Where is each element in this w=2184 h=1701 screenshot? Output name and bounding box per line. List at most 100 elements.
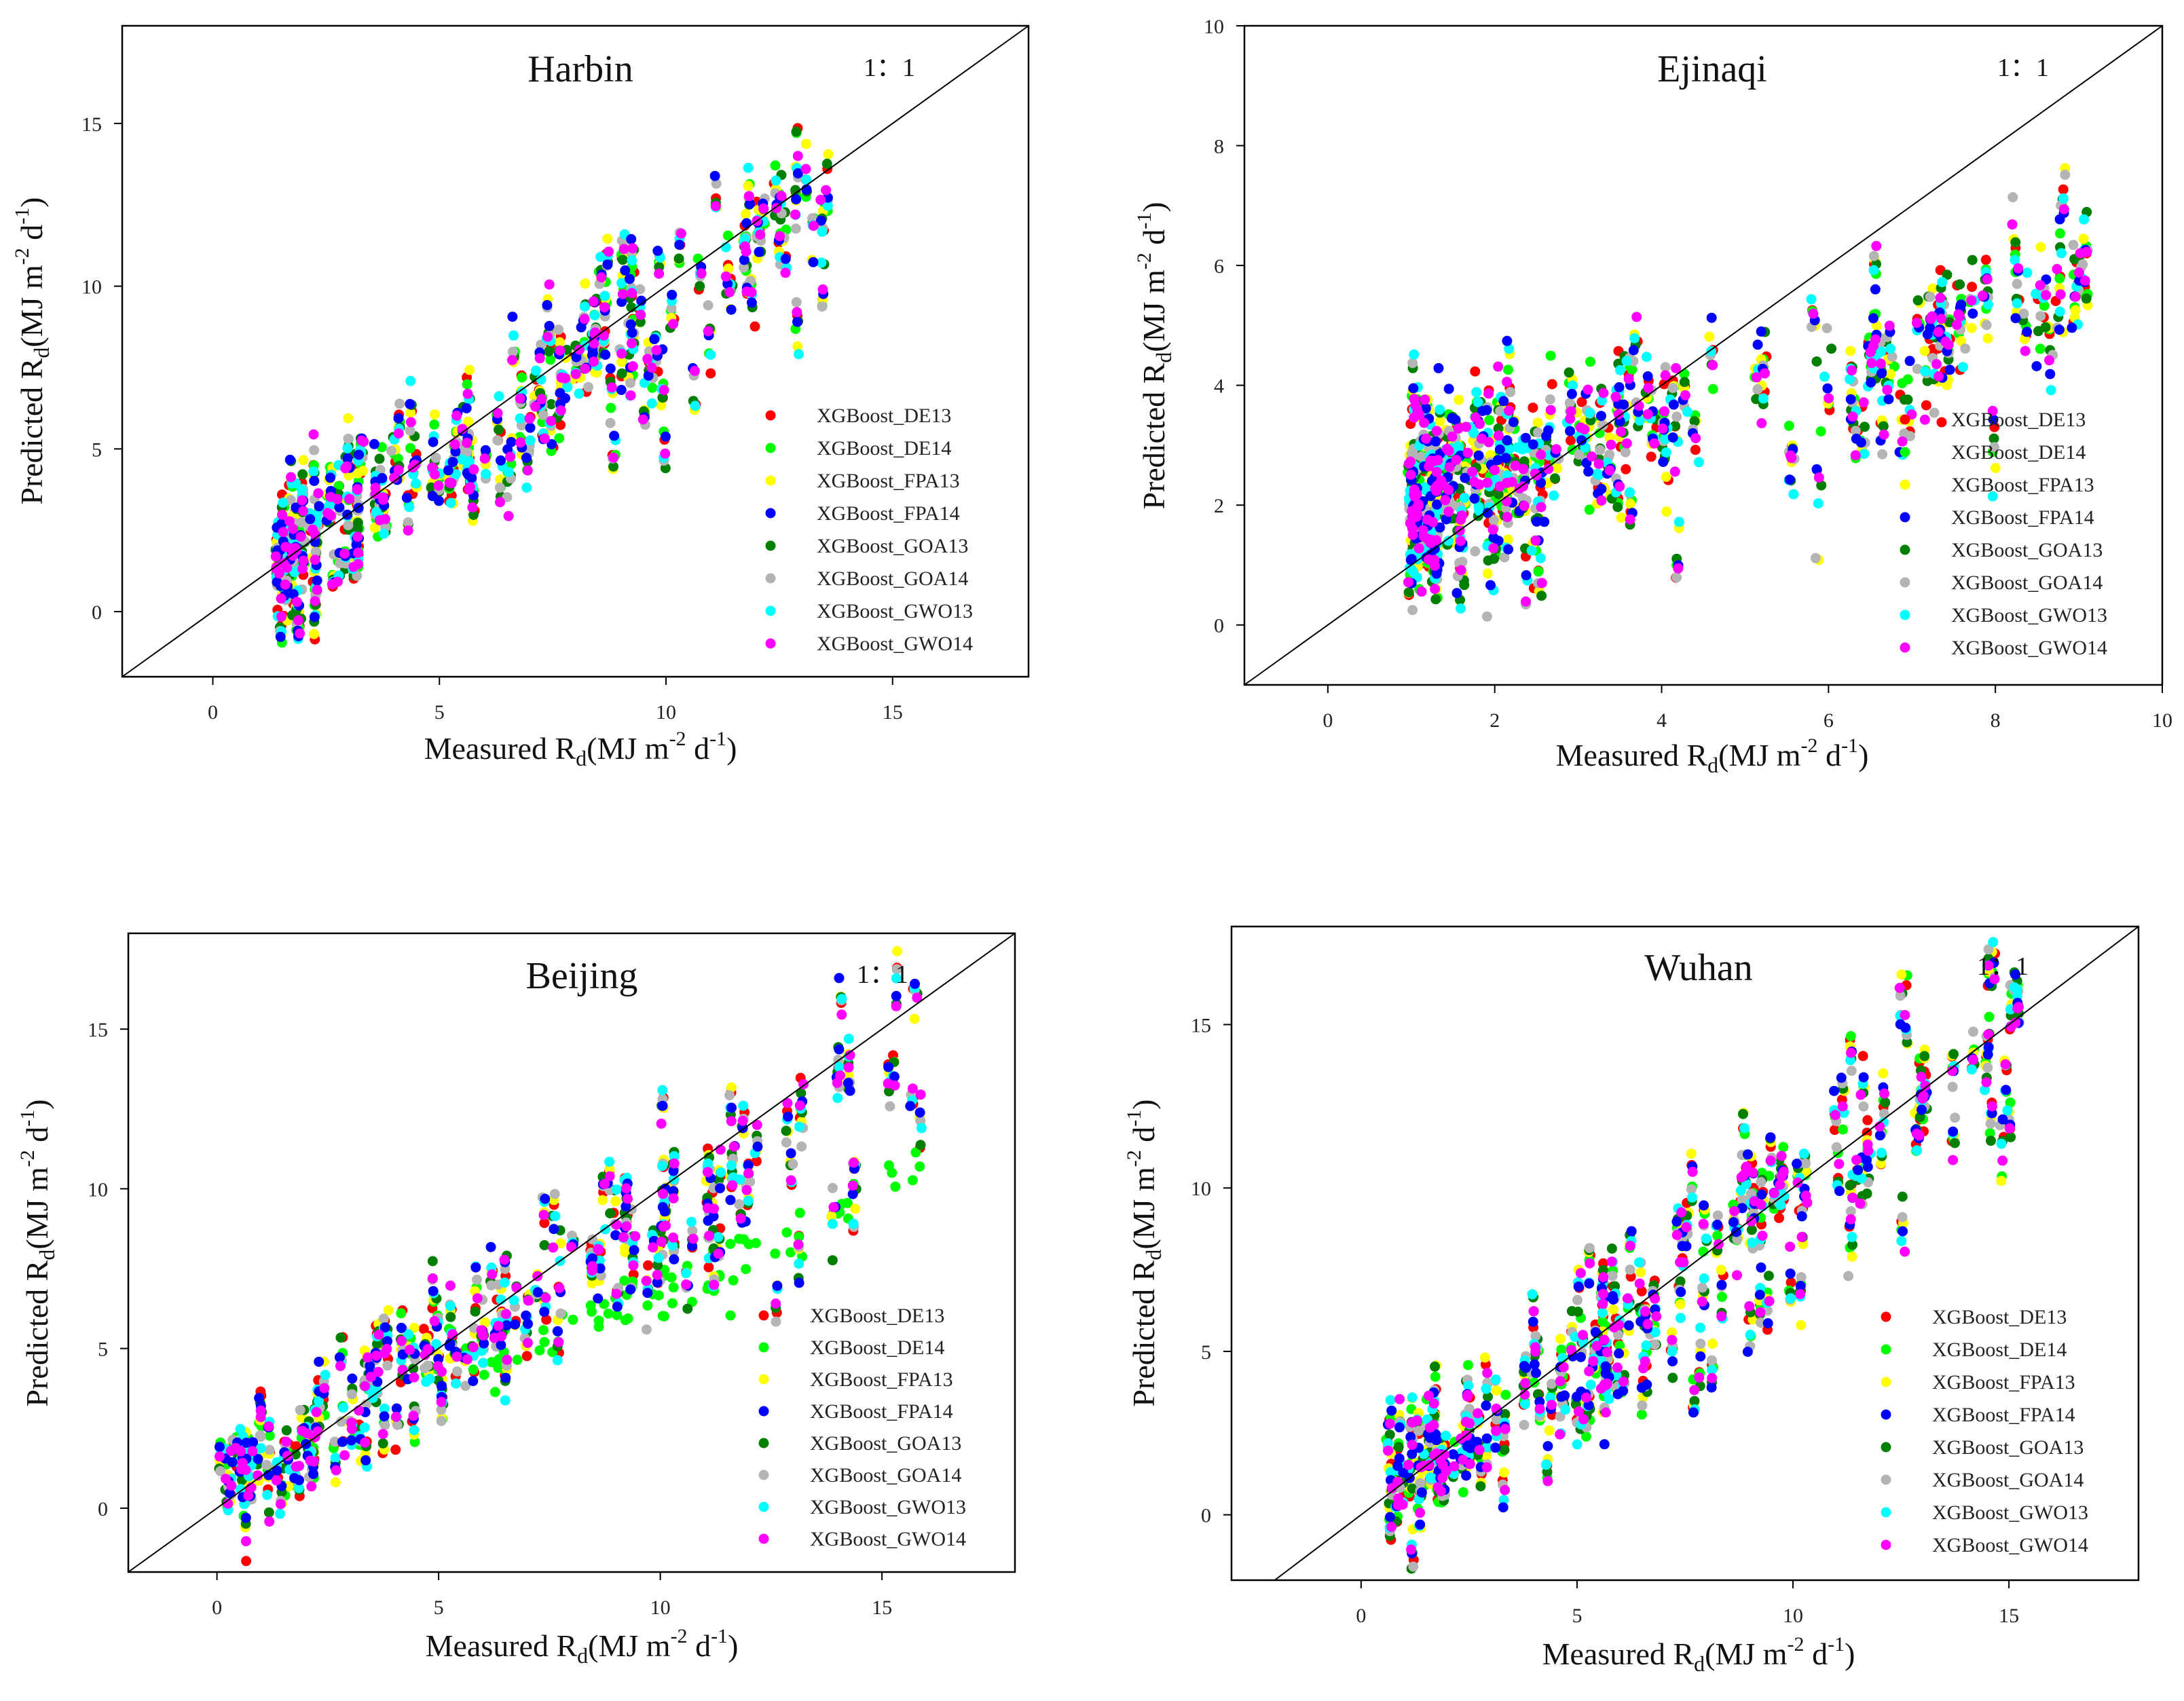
data-point xyxy=(392,453,403,464)
data-point xyxy=(2035,242,2046,253)
series-XGBoost_GWO14 xyxy=(215,992,926,1547)
data-point xyxy=(549,1189,560,1199)
data-point xyxy=(726,1116,737,1127)
data-point xyxy=(443,465,454,476)
data-point xyxy=(508,1295,519,1306)
data-point xyxy=(432,1361,443,1372)
data-point xyxy=(227,1457,238,1468)
data-point xyxy=(1458,1487,1468,1497)
data-point xyxy=(314,501,325,512)
data-point xyxy=(1484,415,1495,426)
data-point xyxy=(1811,464,1822,474)
data-point xyxy=(651,345,662,356)
data-point xyxy=(1419,417,1430,428)
data-point xyxy=(536,394,547,405)
data-point xyxy=(408,1363,419,1374)
legend-marker xyxy=(758,1533,769,1544)
data-point xyxy=(593,1244,604,1255)
data-point xyxy=(728,1172,739,1183)
legend-label: XGBoost_FPA13 xyxy=(1951,474,2094,496)
data-point xyxy=(480,445,491,455)
data-point xyxy=(1815,426,1826,436)
data-point xyxy=(771,1298,781,1309)
data-point xyxy=(738,1100,749,1111)
data-point xyxy=(310,546,321,557)
data-point xyxy=(1977,291,1988,301)
data-point xyxy=(642,1300,653,1311)
data-point xyxy=(669,1158,680,1169)
data-point xyxy=(1500,1408,1511,1419)
data-point xyxy=(1587,451,1597,462)
data-point xyxy=(1642,409,1653,419)
data-point xyxy=(667,1240,678,1251)
data-point xyxy=(1955,300,1966,311)
data-point xyxy=(1985,1119,1996,1129)
data-point xyxy=(590,327,601,338)
data-point xyxy=(445,1311,456,1322)
data-point xyxy=(593,1315,604,1326)
data-point xyxy=(1491,1414,1502,1425)
data-point xyxy=(605,1208,616,1218)
data-point xyxy=(468,1364,479,1375)
data-point xyxy=(358,466,369,476)
data-point xyxy=(2022,326,2033,337)
data-point xyxy=(817,226,828,237)
data-point xyxy=(236,1464,247,1474)
data-point xyxy=(1485,580,1496,591)
data-point xyxy=(889,1071,900,1082)
data-point xyxy=(230,1442,241,1453)
data-point xyxy=(570,369,581,379)
data-point xyxy=(1878,429,1889,440)
data-point xyxy=(703,326,714,337)
series-XGBoost_FPA14 xyxy=(214,973,925,1523)
data-point xyxy=(507,346,518,357)
data-point xyxy=(373,1329,384,1340)
data-point xyxy=(397,1364,408,1375)
data-point xyxy=(1519,500,1530,511)
data-point xyxy=(1422,515,1432,525)
data-point xyxy=(1846,1066,1857,1077)
data-point xyxy=(377,472,388,483)
data-point xyxy=(657,1100,668,1111)
data-point xyxy=(380,1322,390,1333)
data-point xyxy=(827,1218,838,1229)
x-tick-label: 15 xyxy=(883,701,903,724)
data-point xyxy=(792,307,802,318)
data-point xyxy=(587,1278,597,1289)
data-point xyxy=(2045,369,2056,379)
data-point xyxy=(589,310,600,320)
data-point xyxy=(1606,439,1616,450)
data-point xyxy=(1966,295,1977,306)
data-point xyxy=(728,1275,739,1286)
data-point xyxy=(240,1512,251,1523)
data-point xyxy=(788,1159,798,1170)
data-point xyxy=(312,584,322,595)
data-point xyxy=(705,350,716,360)
data-point xyxy=(521,1310,532,1321)
data-point xyxy=(1488,515,1499,525)
data-point xyxy=(1967,308,1978,319)
data-point xyxy=(649,334,660,345)
data-point xyxy=(492,408,503,419)
data-point xyxy=(1919,1051,1930,1062)
data-point xyxy=(1673,517,1684,527)
data-point xyxy=(1439,481,1449,491)
data-point xyxy=(289,567,300,578)
data-point xyxy=(783,1111,794,1122)
data-point xyxy=(1536,477,1547,488)
data-point xyxy=(723,263,734,274)
legend-marker xyxy=(765,638,776,649)
data-point xyxy=(298,555,309,566)
data-point xyxy=(308,466,319,477)
data-point xyxy=(1430,1371,1441,1382)
data-point xyxy=(552,1355,563,1366)
one-to-one-line xyxy=(122,25,1029,677)
data-point xyxy=(1456,515,1466,525)
data-point xyxy=(464,484,475,495)
data-point xyxy=(792,316,802,327)
data-point xyxy=(1806,294,1817,305)
data-point xyxy=(374,453,385,464)
data-point xyxy=(749,321,760,332)
legend-label: XGBoost_DE14 xyxy=(817,437,951,460)
